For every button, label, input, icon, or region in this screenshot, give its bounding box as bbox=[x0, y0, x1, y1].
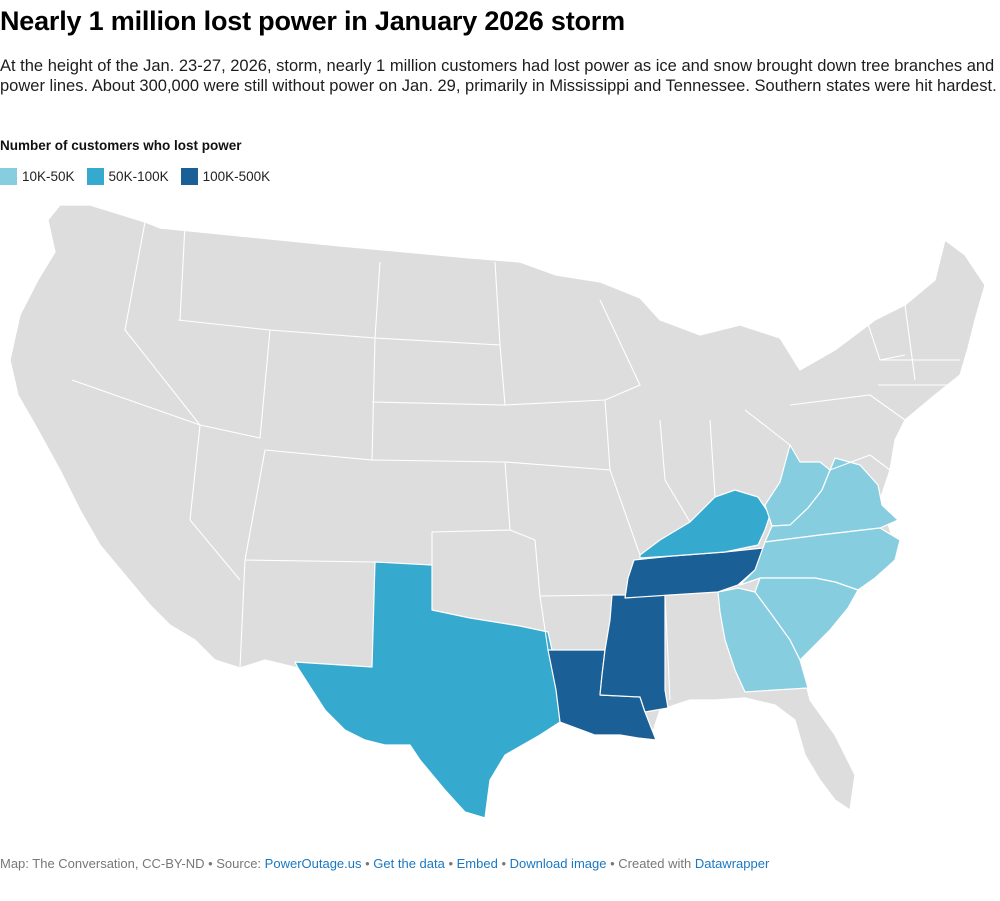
embed-link[interactable]: Embed bbox=[456, 856, 498, 871]
legend-title: Number of customers who lost power bbox=[0, 138, 242, 153]
datawrapper-link[interactable]: Datawrapper bbox=[694, 856, 770, 871]
footer-separator: • bbox=[497, 856, 510, 871]
map-subtitle: At the height of the Jan. 23-27, 2026, s… bbox=[0, 57, 997, 95]
legend-item-10k-50k: 10K-50K bbox=[0, 168, 75, 185]
legend-swatch-10k-50k bbox=[0, 168, 17, 185]
legend-item-100k-500k: 100K-500K bbox=[180, 168, 271, 185]
footer: Map: The Conversation, CC-BY-ND • Source… bbox=[0, 856, 1000, 871]
get-data-link[interactable]: Get the data bbox=[373, 856, 445, 871]
legend-label-50k-100k: 50K-100K bbox=[108, 169, 169, 184]
state-mississippi bbox=[599, 594, 669, 713]
state-border-lines bbox=[71, 221, 960, 701]
source-link[interactable]: PowerOutage.us bbox=[264, 856, 362, 871]
legend-item-50k-100k: 50K-100K bbox=[86, 168, 169, 185]
us-map bbox=[0, 196, 1000, 836]
state-georgia bbox=[717, 587, 809, 693]
legend: 10K-50K 50K-100K 100K-500K bbox=[0, 168, 282, 185]
legend-swatch-100k-500k bbox=[180, 168, 198, 185]
footer-separator: • bbox=[361, 856, 374, 871]
legend-label-100k-500k: 100K-500K bbox=[202, 169, 271, 184]
legend-label-10k-50k: 10K-50K bbox=[22, 169, 75, 184]
footer-credit: Map: The Conversation, CC-BY-ND • Source… bbox=[0, 856, 265, 871]
legend-swatch-50k-100k bbox=[86, 168, 104, 185]
us-map-svg bbox=[9, 204, 986, 819]
download-image-link[interactable]: Download image bbox=[509, 856, 607, 871]
state-texas bbox=[294, 561, 561, 819]
map-title: Nearly 1 million lost power in January 2… bbox=[0, 6, 625, 36]
footer-created-with: • Created with bbox=[606, 856, 695, 871]
footer-separator: • bbox=[444, 856, 457, 871]
